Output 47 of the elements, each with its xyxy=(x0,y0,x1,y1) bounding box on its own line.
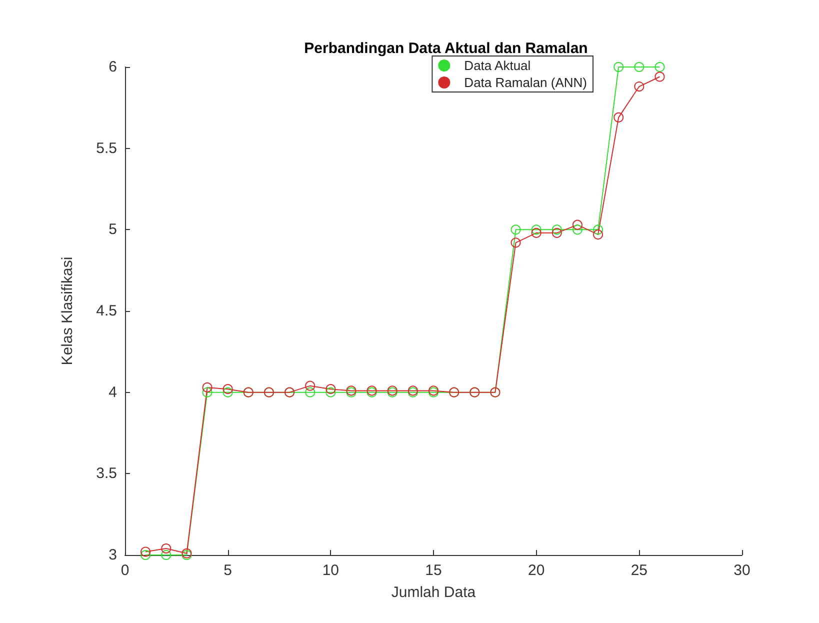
point xyxy=(510,224,521,235)
y-tick-label: 3 xyxy=(108,546,117,564)
point xyxy=(222,387,233,398)
point xyxy=(572,224,582,235)
point xyxy=(161,543,172,554)
point xyxy=(593,230,604,240)
x-axis-title: Jumlah Data xyxy=(391,584,476,601)
point xyxy=(305,387,316,398)
point xyxy=(140,546,151,557)
x-tick-label: 25 xyxy=(630,562,648,579)
point xyxy=(531,224,542,235)
legend-label: Data Ramalan (ANN) xyxy=(464,75,588,90)
point xyxy=(202,387,212,398)
point xyxy=(614,112,624,122)
x-tick-label: 20 xyxy=(528,562,545,579)
y-axis-title: Kelas Klasifikasi xyxy=(59,256,76,366)
point xyxy=(202,382,212,392)
point xyxy=(552,228,562,238)
point xyxy=(572,220,582,230)
point xyxy=(552,224,562,235)
x-tick-label: 30 xyxy=(734,562,750,579)
y-tick-label: 4 xyxy=(108,384,117,401)
y-tick-label: 3.5 xyxy=(96,465,117,482)
point xyxy=(222,384,233,394)
point xyxy=(654,72,665,82)
point xyxy=(140,550,151,560)
point xyxy=(614,62,624,72)
point xyxy=(161,550,172,560)
x-tick-label: 0 xyxy=(120,562,130,579)
x-tick-label: 5 xyxy=(224,562,232,579)
point xyxy=(305,380,316,391)
point xyxy=(510,238,521,248)
legend-label: Data Aktual xyxy=(464,58,531,73)
x-tick-label: 15 xyxy=(425,562,442,579)
point xyxy=(593,224,604,235)
point xyxy=(634,62,644,72)
point xyxy=(654,62,665,72)
y-tick-label: 4.5 xyxy=(96,302,117,320)
x-tick-label: 10 xyxy=(322,562,340,579)
point xyxy=(326,387,336,398)
point xyxy=(326,384,336,394)
point xyxy=(634,82,644,92)
point xyxy=(531,228,542,238)
y-tick-label: 6 xyxy=(108,58,117,76)
y-tick-label: 5 xyxy=(108,221,117,238)
y-tick-label: 5.5 xyxy=(96,140,117,157)
chart-title: Perbandingan Data Aktual dan Ramalan xyxy=(304,40,588,57)
